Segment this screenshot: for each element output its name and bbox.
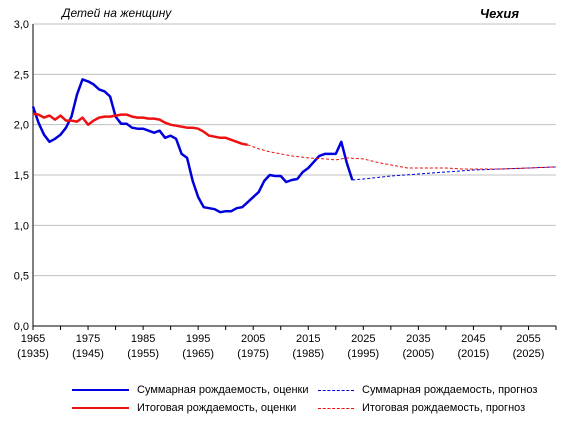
gridlines	[33, 23, 556, 277]
x-tick-sublabel: (1935)	[17, 348, 49, 360]
x-tick-sublabel: (1985)	[292, 348, 324, 360]
y-tick-label: 0,5	[14, 271, 29, 283]
x-tick-sublabel: (2025)	[513, 348, 545, 360]
y-tick-label: 2,0	[14, 120, 29, 132]
x-tick-label: 2045	[461, 333, 485, 345]
x-tick-label: 2025	[351, 333, 375, 345]
x-tick-label: 1995	[186, 333, 210, 345]
chart-title: Чехия	[479, 6, 519, 21]
axes	[32, 24, 557, 330]
x-tick-sublabel: (1955)	[127, 348, 159, 360]
x-tick-sublabel: (1995)	[347, 348, 379, 360]
x-tick-label: 1985	[131, 333, 155, 345]
x-tick-label: 1975	[76, 333, 100, 345]
x-tick-label: 2005	[241, 333, 265, 345]
x-tick-sublabel: (1965)	[182, 348, 214, 360]
x-tick-label: 2015	[296, 333, 320, 345]
tick-labels: 0,0 0,5 1,0 1,5 2,0 2,5 3,0 1965 (1935) 1975 (1945…	[14, 19, 545, 360]
series-cfr-forecast	[247, 144, 557, 170]
x-tick-label: 2055	[516, 333, 540, 345]
y-tick-label: 1,0	[14, 220, 29, 232]
y-tick-label: 2,5	[14, 69, 29, 81]
y-tick-label: 0,0	[14, 321, 29, 333]
y-tick-label: 3,0	[14, 19, 29, 31]
y-axis-label: Детей на женщину	[62, 6, 172, 20]
series-cfr-estimate	[32, 112, 248, 147]
series-lines	[31, 78, 557, 214]
y-tick-label: 1,5	[14, 170, 29, 182]
x-tick-label: 2035	[406, 333, 430, 345]
x-tick-label: 1965	[21, 333, 45, 345]
x-tick-sublabel: (2005)	[402, 348, 434, 360]
series-tfr-forecast	[352, 166, 557, 181]
series-tfr-estimate	[31, 78, 354, 214]
x-tick-sublabel: (2015)	[458, 348, 490, 360]
x-tick-sublabel: (1975)	[237, 348, 269, 360]
x-tick-sublabel: (1945)	[72, 348, 104, 360]
